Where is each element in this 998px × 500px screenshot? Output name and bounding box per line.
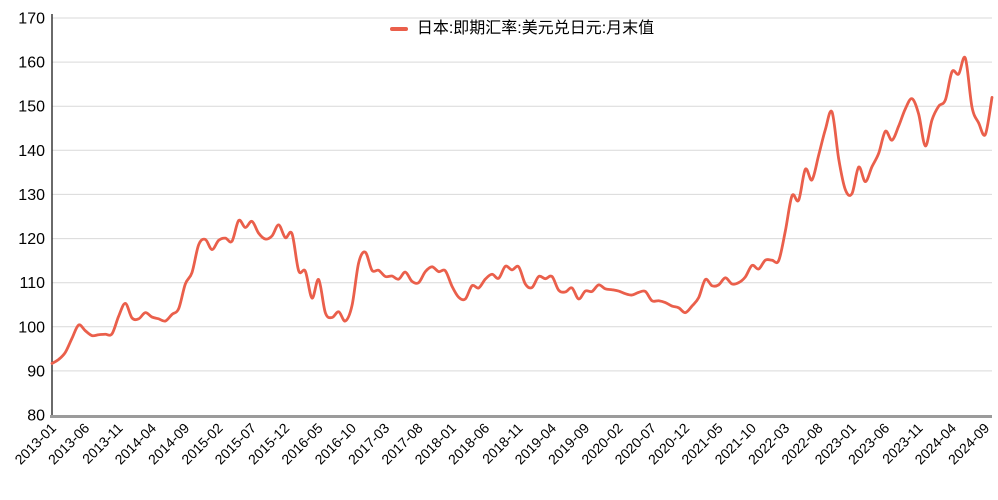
y-axis-labels: 80 90 100 110 120 130 140 150 160 170 [18,11,45,425]
y-tick-label: 150 [18,99,45,116]
legend-item-usdjpy[interactable]: 日本:即期汇率:美元兑日元:月末值 [52,20,992,38]
y-tick-label: 90 [27,363,45,380]
y-tick-label: 120 [18,231,45,248]
series-line-usdjpy [50,55,994,365]
y-tick-label: 130 [18,187,45,204]
y-tick-label: 170 [18,11,45,28]
y-tick-label: 100 [18,319,45,336]
legend-line-marker [389,27,408,31]
x-axis-labels: 2013-012013-062013-112014-042014-092015-… [11,420,992,468]
y-tick-label: 160 [18,55,45,72]
y-tick-label: 80 [27,408,45,425]
y-tick-label: 140 [18,143,45,160]
y-gridlines [52,17,992,372]
legend-label: 日本:即期汇率:美元兑日元:月末值 [416,20,655,37]
y-tick-label: 110 [19,275,45,292]
